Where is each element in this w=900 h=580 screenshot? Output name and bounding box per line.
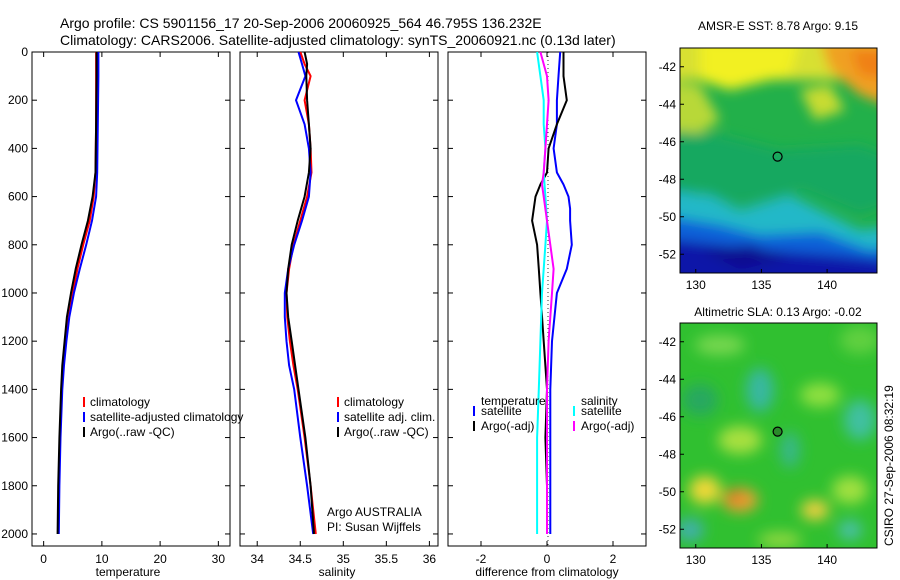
legend-label: satellite adj. clim. bbox=[344, 410, 435, 424]
map-y-tick-label: -44 bbox=[659, 372, 677, 386]
y-tick-label: 400 bbox=[8, 141, 28, 155]
salinity-panel: 34 34.5 35 35.5 36 salinity climatology sate… bbox=[239, 51, 439, 579]
x-tick-label: 10 bbox=[95, 552, 109, 566]
salinity-series bbox=[283, 51, 317, 535]
annotation-institution: Argo AUSTRALIA bbox=[327, 505, 422, 519]
legend-label: Argo(..raw -QC) bbox=[90, 425, 175, 439]
sst-map-ticks: 130 135 140 -42 -44 -46 -48 -50 -52 bbox=[659, 60, 838, 292]
map-y-tick-label: -46 bbox=[659, 135, 677, 149]
sla-map-title: Altimetric SLA: 0.13 Argo: -0.02 bbox=[694, 305, 862, 319]
legend-label: satellite bbox=[481, 404, 522, 418]
sla-map-ticks: 130 135 140 -42 -44 -46 -48 -50 -52 bbox=[659, 335, 838, 567]
legend-title-salinity: salinity bbox=[581, 394, 618, 408]
temperature-series bbox=[56, 52, 100, 535]
legend-label: satellite bbox=[581, 404, 622, 418]
sla-map-frame bbox=[679, 322, 878, 549]
legend-label: Argo(-adj) bbox=[581, 419, 634, 433]
map-y-tick-label: -52 bbox=[659, 247, 677, 261]
x-tick-label: 20 bbox=[153, 552, 167, 566]
series-line-argo bbox=[285, 51, 315, 535]
x-tick-label: 34.5 bbox=[289, 552, 313, 566]
series-line-argo bbox=[56, 52, 98, 535]
x-tick-label: 34 bbox=[251, 552, 265, 566]
map-y-tick-label: -48 bbox=[659, 172, 677, 186]
salinity-xlabel: salinity bbox=[319, 565, 356, 579]
salinity-axes-frame bbox=[239, 51, 439, 547]
credit-stamp: CSIRO 27-Sep-2006 08:32:19 bbox=[882, 385, 896, 546]
map-y-tick-label: -42 bbox=[659, 335, 677, 349]
map-y-tick-label: -42 bbox=[659, 60, 677, 74]
map-y-tick-label: -50 bbox=[659, 210, 677, 224]
sst-map-title: AMSR-E SST: 8.78 Argo: 9.15 bbox=[698, 19, 858, 33]
map-x-tick-label: 135 bbox=[751, 553, 771, 567]
difference-series bbox=[531, 51, 573, 534]
x-tick-label: 36 bbox=[423, 552, 437, 566]
difference-panel: -2 0 2 difference from climatology tempera… bbox=[447, 51, 647, 579]
figure-title-line-1: Argo profile: CS 5901156_17 20-Sep-2006 … bbox=[60, 15, 542, 31]
argo-float-marker bbox=[772, 426, 783, 437]
map-x-tick-label: 130 bbox=[686, 553, 706, 567]
series-line-satellite bbox=[549, 51, 573, 534]
temperature-panel: 0 10 20 30 0 200 400 600 800 1000 1200 1400 1600 1800… bbox=[1, 45, 243, 579]
y-tick-label: 1600 bbox=[1, 431, 28, 445]
annotation-pi: PI: Susan Wijffels bbox=[327, 520, 421, 534]
series-line-satellite bbox=[57, 52, 100, 535]
temperature-axes-frame bbox=[31, 51, 231, 547]
map-x-tick-label: 135 bbox=[751, 278, 771, 292]
sla-map-panel: Altimetric SLA: 0.13 Argo: -0.02 bbox=[659, 305, 878, 567]
x-tick-label: -2 bbox=[476, 552, 487, 566]
legend-title-temperature: temperature bbox=[481, 394, 546, 408]
y-tick-label: 200 bbox=[8, 93, 28, 107]
salinity-ticks: 34 34.5 35 35.5 36 bbox=[240, 51, 438, 566]
legend-label: climatology bbox=[344, 395, 404, 409]
x-tick-label: 0 bbox=[40, 552, 47, 566]
y-tick-label: 600 bbox=[8, 190, 28, 204]
legend-label: satellite-adjusted climatology bbox=[90, 410, 243, 424]
legend-label: climatology bbox=[90, 395, 150, 409]
y-tick-label: 800 bbox=[8, 238, 28, 252]
y-tick-label: 0 bbox=[21, 45, 28, 59]
difference-xlabel: difference from climatology bbox=[475, 565, 618, 579]
x-tick-label: 35.5 bbox=[375, 552, 399, 566]
series-line-salinity_argo bbox=[539, 51, 555, 534]
series-line-climatology bbox=[57, 52, 98, 535]
y-tick-label: 1200 bbox=[1, 334, 28, 348]
figure-title-line-2: Climatology: CARS2006. Satellite-adjuste… bbox=[60, 32, 616, 48]
map-x-tick-label: 140 bbox=[817, 278, 837, 292]
sst-field bbox=[680, 48, 877, 273]
map-y-tick-label: -44 bbox=[659, 97, 677, 111]
salinity-legend: climatology satellite adj. clim. Argo(..… bbox=[337, 395, 435, 439]
y-tick-label: 1800 bbox=[1, 479, 28, 493]
y-tick-label: 2000 bbox=[1, 527, 28, 541]
map-y-tick-label: -46 bbox=[659, 410, 677, 424]
temperature-legend: climatology satellite-adjusted climatolo… bbox=[83, 395, 243, 439]
legend-label: Argo(..raw -QC) bbox=[344, 425, 429, 439]
series-line-climatology bbox=[285, 51, 317, 535]
map-y-tick-label: -48 bbox=[659, 447, 677, 461]
x-tick-label: 0 bbox=[544, 552, 551, 566]
sst-map-frame bbox=[679, 47, 878, 274]
x-tick-label: 2 bbox=[610, 552, 617, 566]
y-tick-label: 1400 bbox=[1, 382, 28, 396]
y-tick-label: 1000 bbox=[1, 286, 28, 300]
series-line-satellite bbox=[283, 51, 315, 535]
map-y-tick-label: -50 bbox=[659, 485, 677, 499]
difference-legend: temperature satellite Argo(-adj) salinit… bbox=[473, 394, 634, 433]
legend-label: Argo(-adj) bbox=[481, 419, 534, 433]
argo-float-marker bbox=[772, 151, 783, 162]
temperature-xlabel: temperature bbox=[96, 565, 161, 579]
map-x-tick-label: 130 bbox=[686, 278, 706, 292]
sst-map-panel: AMSR-E SST: 8.78 Argo: 9.15 130 135 140 -42… bbox=[659, 19, 878, 292]
map-y-tick-label: -52 bbox=[659, 522, 677, 536]
difference-ticks: -2 0 2 bbox=[448, 51, 646, 566]
x-tick-label: 30 bbox=[212, 552, 226, 566]
x-tick-label: 35 bbox=[337, 552, 351, 566]
temperature-ticks: 0 10 20 30 0 200 400 600 800 1000 1200 1400 1600 1800… bbox=[1, 45, 230, 566]
series-line-salinity_satellite bbox=[536, 51, 548, 534]
map-x-tick-label: 140 bbox=[817, 553, 837, 567]
